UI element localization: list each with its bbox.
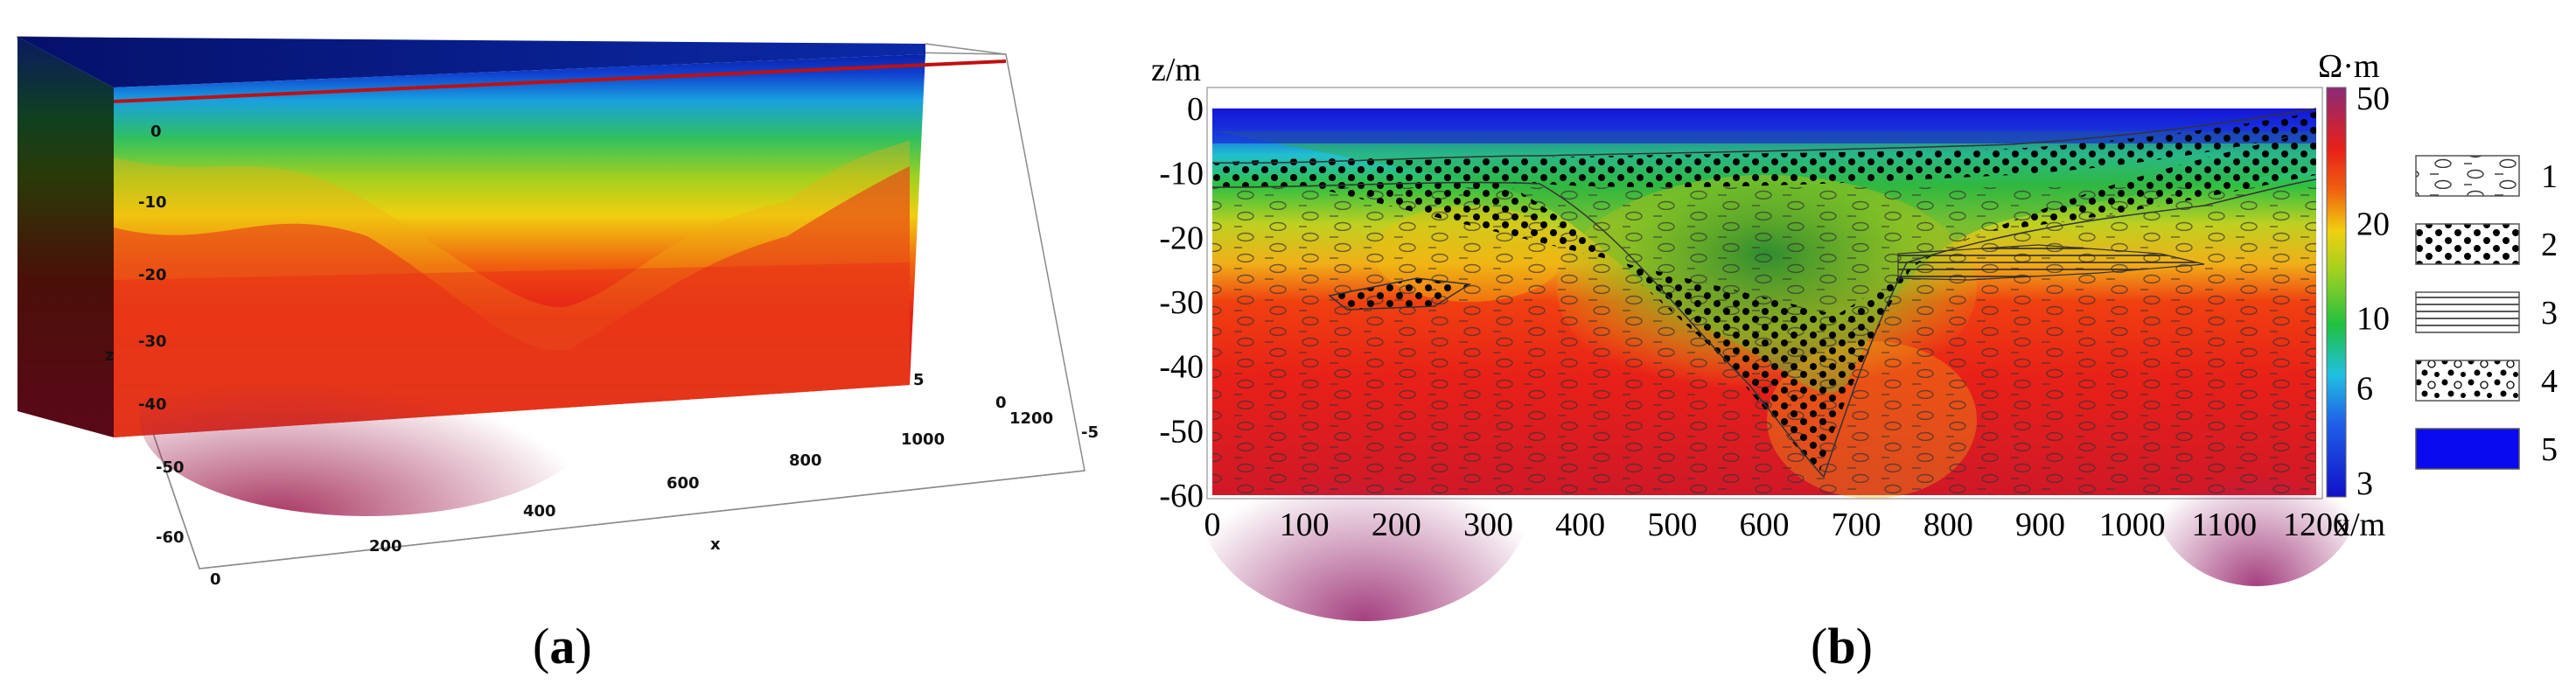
panel-a-x-axis-label: x bbox=[710, 535, 721, 554]
panel-b-y-tick: 0 bbox=[1187, 91, 1204, 128]
panel-b-colorbar-unit: Ω·m bbox=[2318, 48, 2379, 85]
panel-b-heatmap bbox=[1198, 108, 2362, 621]
caption-b: (b) bbox=[1811, 618, 1873, 675]
panel-b-x-tick: 400 bbox=[1555, 507, 1605, 543]
panel-b-colorbar-bar bbox=[2326, 87, 2347, 498]
panel-b-x-tick: 600 bbox=[1740, 507, 1790, 543]
panel-b-x-tick: 100 bbox=[1280, 507, 1330, 543]
panel-a-x-ticks: 0 200 400 600 800 1000 1200 x bbox=[210, 409, 1053, 589]
panel-a-y-tick: -5 bbox=[1081, 423, 1099, 442]
panel-b-y-axis: z/m bbox=[1151, 52, 1201, 88]
panel-b-y-tick: -40 bbox=[1159, 349, 1204, 386]
panel-b-x-axis-label: x/m bbox=[2334, 507, 2385, 543]
panel-b-x-tick: 500 bbox=[1647, 507, 1697, 543]
panel-a-z-ticks-box: -50 -60 bbox=[156, 458, 185, 547]
panel-b-x-tick: 1000 bbox=[2099, 507, 2166, 543]
panel-b-x-tick: 200 bbox=[1372, 507, 1421, 543]
panel-a-profile-line bbox=[113, 59, 1007, 103]
panel-a-x-tick: 1200 bbox=[1009, 409, 1053, 428]
panel-a-x-tick: 800 bbox=[789, 451, 822, 470]
legend-item-4: 4 bbox=[2415, 360, 2558, 402]
panel-b-x-ticks: 0 100 200 300 400 500 600 700 800 900 1000 1100 1200 bbox=[1204, 507, 2350, 543]
panel-b-y-tick: -30 bbox=[1159, 284, 1204, 321]
panel-b-x-tick: 0 bbox=[1204, 507, 1221, 543]
caption-a: (a) bbox=[533, 618, 592, 675]
colorbar-tick: 50 bbox=[2356, 80, 2390, 117]
colorbar-tick: 6 bbox=[2356, 371, 2373, 408]
panel-a: 0 -10 -20 -30 -40 z -50 -60 0 200 400 60… bbox=[16, 36, 1099, 589]
panel-a-y-tick: 5 bbox=[913, 371, 925, 389]
panel-a-z-tick: -60 bbox=[156, 528, 185, 547]
panel-a-x-tick: 0 bbox=[210, 570, 221, 589]
panel-b: z/m 0-10-20-30-40-50-60 0 100 200 300 400 500… bbox=[1151, 48, 2558, 621]
panel-a-side-face bbox=[17, 37, 114, 437]
panel-b-colorbar: Ω·m 50 20 10 6 3 bbox=[2318, 48, 2390, 502]
legend-label: 2 bbox=[2541, 227, 2558, 263]
panel-a-top-face bbox=[17, 37, 925, 87]
panel-a-z-tick: -10 bbox=[138, 193, 167, 212]
panel-b-y-tick: -20 bbox=[1159, 220, 1204, 256]
panel-a-x-tick: 600 bbox=[667, 474, 700, 493]
legend-item-1: 1 bbox=[2415, 155, 2558, 197]
panel-a-z-tick: 0 bbox=[150, 122, 162, 141]
legend-item-5: 5 bbox=[2415, 428, 2558, 470]
panel-b-frame bbox=[1206, 87, 2323, 500]
panel-b-y-tick: -60 bbox=[1159, 478, 1204, 514]
panel-b-y-axis-label: z/m bbox=[1151, 52, 1201, 88]
colorbar-tick: 3 bbox=[2356, 465, 2373, 502]
panel-b-y-ticks: 0 -10 -20 -30 -40 -50 -60 bbox=[1159, 91, 1204, 514]
panel-a-z-tick: -40 bbox=[138, 395, 167, 414]
panel-a-z-axis-label: z bbox=[105, 346, 114, 365]
colorbar-tick: 10 bbox=[2356, 301, 2390, 338]
legend-label: 1 bbox=[2541, 158, 2558, 195]
panel-b-x-tick: 1100 bbox=[2192, 507, 2258, 543]
panel-b-x-tick: 700 bbox=[1832, 507, 1881, 543]
panel-a-x-tick: 1000 bbox=[901, 430, 945, 449]
colorbar-tick: 20 bbox=[2356, 206, 2390, 242]
panel-b-x-tick: 900 bbox=[2015, 507, 2065, 543]
legend-label: 3 bbox=[2541, 295, 2558, 332]
legend-item-3: 3 bbox=[2415, 291, 2558, 333]
panel-a-z-ticks-slice: 0 -10 -20 -30 -40 z bbox=[105, 122, 167, 414]
legend-label: 4 bbox=[2541, 363, 2558, 400]
panel-b-y-tick: -10 bbox=[1159, 156, 1204, 192]
panel-b-y-tick: -50 bbox=[1159, 413, 1204, 450]
legend-item-2: 2 bbox=[2415, 223, 2558, 265]
captions: (a) (b) bbox=[533, 618, 1873, 675]
panel-a-z-tick: -50 bbox=[156, 458, 185, 477]
panel-b-legend: 1 2 3 4 5 bbox=[2415, 155, 2558, 470]
panel-a-y-ticks: 5 0 -5 bbox=[913, 371, 1099, 442]
panel-a-z-tick: -20 bbox=[138, 266, 167, 284]
panel-b-x-tick: 300 bbox=[1463, 507, 1513, 543]
panel-a-x-tick: 400 bbox=[523, 502, 556, 521]
panel-b-x-tick: 800 bbox=[1923, 507, 1973, 543]
panel-a-x-tick: 200 bbox=[369, 537, 402, 556]
panel-a-z-tick: -30 bbox=[138, 332, 167, 351]
panel-a-y-tick: 0 bbox=[995, 394, 1007, 412]
legend-label: 5 bbox=[2541, 431, 2558, 468]
panel-b-x-tick: 1200 bbox=[2283, 507, 2349, 543]
panel-a-front-slice bbox=[113, 54, 1007, 516]
